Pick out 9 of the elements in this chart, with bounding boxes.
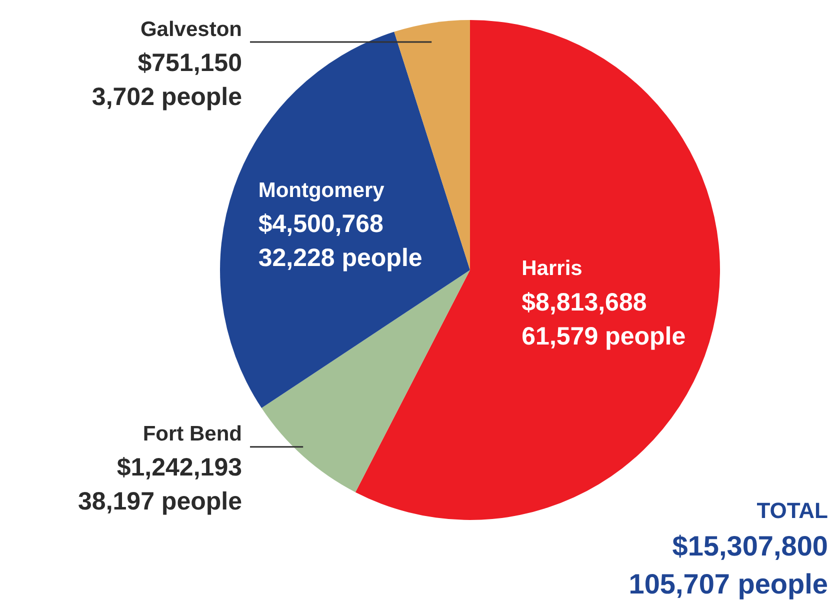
data-label: $4,500,768 32,228 people bbox=[258, 210, 422, 272]
slice-label: Galveston bbox=[140, 18, 242, 41]
data-label: $751,150 3,702 people bbox=[92, 48, 242, 111]
text: TOTAL $15,307,800 105,707 people bbox=[628, 498, 828, 600]
data-label: $1,242,193 38,197 people bbox=[78, 454, 242, 516]
slice-label: Fort Bend bbox=[142, 422, 242, 446]
data-label: $8,813,688 61,579 people bbox=[522, 288, 686, 350]
slice-label: Harris bbox=[522, 257, 582, 280]
slice-label: Montgomery bbox=[258, 179, 385, 202]
